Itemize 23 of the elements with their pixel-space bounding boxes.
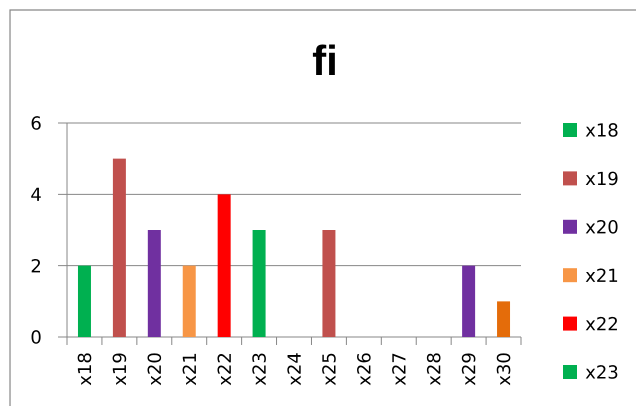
x-tick-label: x19 xyxy=(112,353,126,386)
legend-label: x21 xyxy=(586,268,618,282)
x-tick-label: x22 xyxy=(217,354,231,386)
x-tick-label: x24 xyxy=(287,353,301,386)
x-tick-label: x30 xyxy=(496,353,510,386)
legend-label: x20 xyxy=(586,220,618,234)
x-tick-label: x23 xyxy=(252,354,266,386)
y-tick-label: 2 xyxy=(32,258,40,272)
x-tick-label: x27 xyxy=(392,354,406,386)
x-tick-label: x21 xyxy=(182,354,196,386)
x-tick-label: x28 xyxy=(426,353,440,386)
x-tick-label: x20 xyxy=(148,353,162,386)
legend-label: x18 xyxy=(586,123,618,137)
legend-label: x22 xyxy=(586,316,617,330)
y-tick-label: 4 xyxy=(31,188,41,201)
x-tick-label: x29 xyxy=(462,353,476,386)
y-tick-label: 6 xyxy=(32,116,41,130)
legend-label: x19 xyxy=(586,172,618,186)
x-tick-label: x18 xyxy=(78,353,92,386)
x-tick-label: x26 xyxy=(357,353,371,386)
x-tick-label: x25 xyxy=(322,354,336,386)
chart-title: fi xyxy=(312,44,335,75)
y-tick-label: 0 xyxy=(32,330,41,344)
